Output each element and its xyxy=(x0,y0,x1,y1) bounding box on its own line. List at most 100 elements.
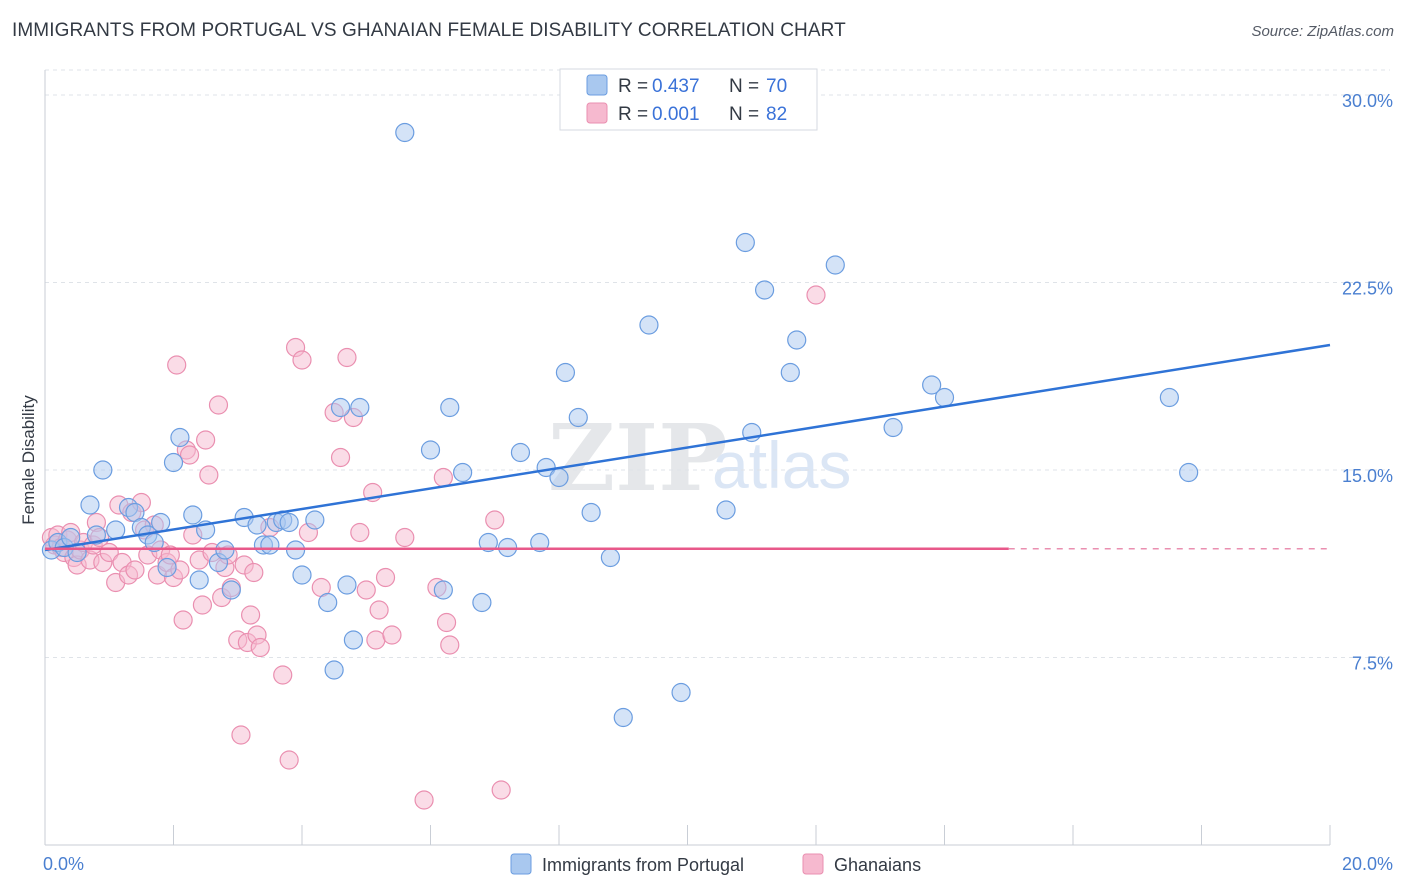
portugal-point xyxy=(1179,462,1199,483)
x-tick-label: 20.0% xyxy=(1342,854,1393,874)
portugal-point xyxy=(93,460,113,480)
ghanaian-point xyxy=(199,465,219,485)
portugal-point xyxy=(478,532,498,553)
portugal-point xyxy=(440,397,460,418)
portugal-point xyxy=(292,565,312,585)
series-legend: Immigrants from Portugal Ghanaians xyxy=(510,853,921,875)
ghanaian-point xyxy=(179,445,200,465)
portugal-point xyxy=(151,512,171,533)
portugal-point xyxy=(600,547,621,568)
correlation-legend: R = 0.437 N = 70 R = 0.001 N = 82 xyxy=(559,68,818,131)
ghanaian-point xyxy=(433,467,453,488)
portugal-trend-line xyxy=(44,343,1331,552)
portugal-point xyxy=(86,525,107,545)
portugal-point xyxy=(163,452,184,473)
ghanaian-point xyxy=(356,580,376,600)
portugal-point xyxy=(324,660,344,680)
portugal-point xyxy=(330,397,351,418)
portugal-point xyxy=(754,280,775,300)
portugal-point xyxy=(510,442,531,463)
legend-r-label-ghanaians: R = xyxy=(618,104,648,125)
portugal-point xyxy=(780,362,800,383)
ghanaian-point xyxy=(485,510,505,530)
legend-r-label-portugal: R = xyxy=(618,76,648,97)
ghanaian-point xyxy=(279,750,299,770)
bottom-legend-label-ghanaians: Ghanaians xyxy=(834,855,921,875)
ghanaian-point xyxy=(330,447,351,468)
ghanaian-point xyxy=(292,350,312,370)
portugal-point xyxy=(318,592,338,613)
ghanaian-point xyxy=(196,430,216,450)
ghanaian-point xyxy=(440,635,460,655)
y-tick-label: 22.5% xyxy=(1342,279,1393,299)
portugal-point xyxy=(305,510,325,530)
portugal-point xyxy=(922,375,942,395)
portugal-point xyxy=(555,362,576,383)
bottom-legend-swatch-portugal xyxy=(510,853,532,875)
ghanaian-point xyxy=(436,612,457,633)
portugal-point xyxy=(825,255,845,275)
portugal-point xyxy=(453,462,473,483)
portugal-point xyxy=(934,387,955,408)
portugal-point xyxy=(279,512,299,533)
ghanaian-point xyxy=(244,562,264,583)
ghanaian-point xyxy=(231,725,251,745)
portugal-point xyxy=(337,575,357,595)
ghanaian-point xyxy=(395,527,415,548)
portugal-point xyxy=(343,630,363,650)
y-tick-label: 30.0% xyxy=(1342,91,1393,111)
portugal-point xyxy=(613,707,633,728)
y-axis-title: Female Disability xyxy=(19,395,38,525)
portugal-point xyxy=(395,122,415,143)
portugal-point xyxy=(581,502,601,523)
ghanaian-point xyxy=(491,780,511,800)
portugal-point xyxy=(472,592,492,613)
y-tick-label: 7.5% xyxy=(1352,654,1393,674)
ghanaian-point xyxy=(167,355,187,375)
legend-r-value-portugal: 0.437 xyxy=(652,76,700,97)
ghanaian-point xyxy=(350,522,370,543)
tick-labels: 7.5% 15.0% 22.5% 30.0% 0.0% 20.0% xyxy=(43,91,1393,874)
legend-swatch-ghanaians xyxy=(586,102,608,124)
portugal-point xyxy=(568,407,588,428)
portugal-point xyxy=(639,315,659,335)
ghanaian-point xyxy=(382,625,402,645)
portugal-point xyxy=(1159,387,1179,408)
ghanaian-point xyxy=(414,790,434,810)
legend-n-value-portugal: 70 xyxy=(766,76,787,97)
portugal-point xyxy=(549,467,569,488)
portugal-point xyxy=(671,682,691,703)
portugal-point xyxy=(183,505,203,525)
bottom-legend-label-portugal: Immigrants from Portugal xyxy=(542,855,744,875)
ghanaian-point xyxy=(375,567,396,588)
ghanaian-point xyxy=(192,595,213,615)
portugal-point xyxy=(735,232,755,253)
legend-r-value-ghanaians: 0.001 xyxy=(652,104,700,125)
ghanaian-point xyxy=(250,637,270,658)
portugal-point xyxy=(157,557,177,578)
portugal-point xyxy=(189,570,209,590)
ghanaian-point xyxy=(173,610,193,630)
ghanaian-point xyxy=(337,347,357,368)
ghanaian-point xyxy=(366,630,386,650)
portugal-point xyxy=(247,515,267,535)
legend-n-label-portugal: N = xyxy=(729,76,759,97)
portugal-point xyxy=(260,535,280,555)
source-credit: Source: ZipAtlas.com xyxy=(1251,23,1394,40)
portugal-point xyxy=(170,427,190,448)
ghanaian-point xyxy=(241,605,261,625)
portugal-point xyxy=(221,580,241,600)
trend-lines xyxy=(44,343,1331,552)
portugal-point xyxy=(530,532,550,553)
x-tick-label: 0.0% xyxy=(43,854,84,874)
ghanaian-point xyxy=(369,600,389,620)
ghanaian-point xyxy=(273,665,293,685)
watermark: ZIP atlas xyxy=(548,404,851,512)
portugal-point xyxy=(433,580,453,600)
legend-n-value-ghanaians: 82 xyxy=(766,104,787,125)
ghanaian-point xyxy=(125,560,145,580)
axes xyxy=(44,70,1331,846)
ghanaian-point xyxy=(208,395,229,415)
legend-swatch-portugal xyxy=(586,74,608,96)
